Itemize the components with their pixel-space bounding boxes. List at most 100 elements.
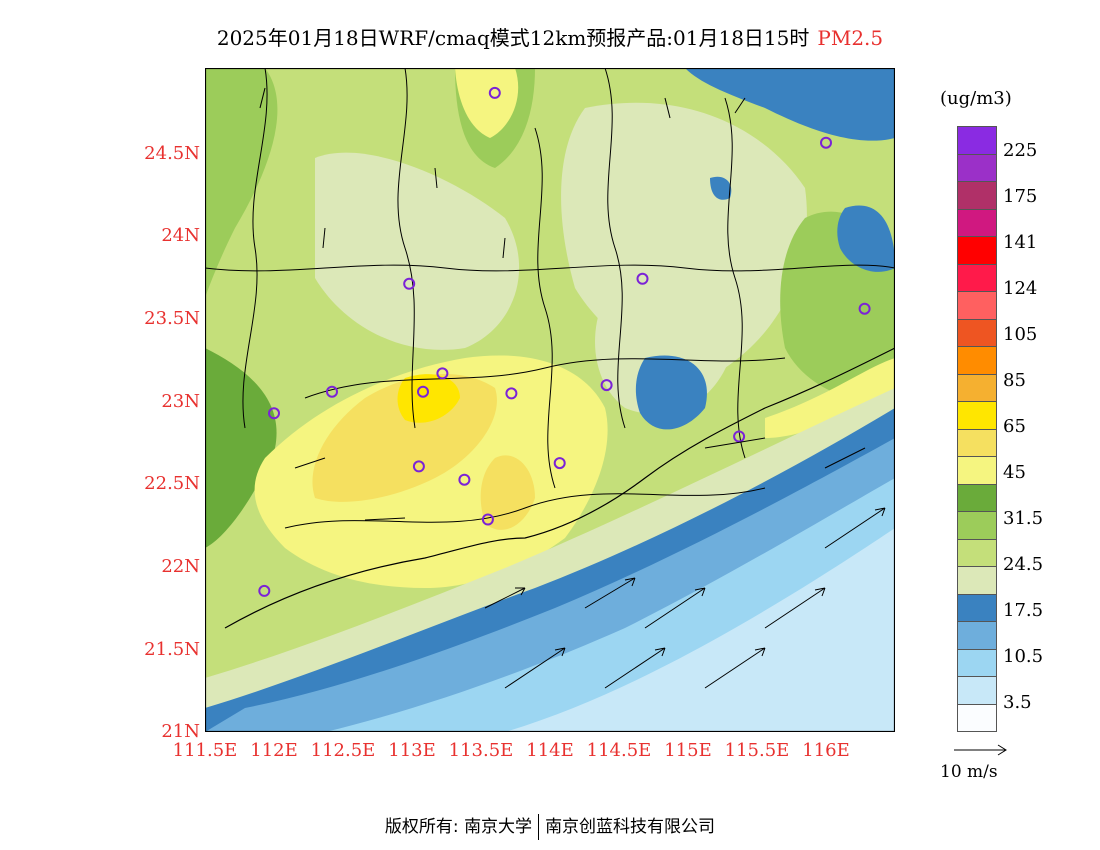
legend-label: 31.5 [1003, 508, 1044, 529]
legend-swatch [957, 566, 997, 595]
wind-vectors [259, 87, 886, 689]
legend-swatch [957, 648, 997, 677]
wind-arrow [644, 587, 706, 629]
monitoring-station-marker [600, 379, 613, 392]
latitude-axis: 24.5N 24N 23.5N 23N 22.5N 22N 21.5N 21N [100, 68, 200, 742]
monitoring-station-marker [436, 367, 449, 380]
wind-arrow [764, 587, 826, 629]
wind-arrow [604, 647, 666, 689]
legend-swatch [957, 318, 997, 347]
forecast-map [205, 68, 895, 732]
legend-label: 10.5 [1003, 646, 1044, 667]
monitoring-station-marker [458, 473, 471, 486]
footer-separator [538, 814, 540, 840]
legend-swatch [957, 153, 997, 182]
legend-label: 24.5 [1003, 554, 1044, 575]
legend-swatch [957, 263, 997, 292]
lat-tick-label: 23.5N [144, 308, 200, 329]
coastline [224, 347, 895, 629]
lat-tick-label: 21N [161, 721, 200, 742]
legend-label: 45 [1003, 462, 1026, 483]
wind-arrow [364, 517, 406, 521]
copyright-org1: 南京大学 [464, 817, 533, 837]
clean-patch-east [837, 205, 895, 272]
lat-tick-label: 24N [161, 225, 200, 246]
wind-arrow [504, 647, 566, 689]
low-pm-zone-north [315, 152, 520, 350]
peak-pm-south [480, 455, 535, 530]
admin-boundaries [205, 68, 895, 529]
map-border [205, 68, 895, 732]
legend-swatch [957, 621, 997, 650]
monitoring-station-marker [858, 302, 871, 315]
monitoring-station-marker [553, 457, 566, 470]
lon-tick-label: 114E [526, 740, 574, 761]
map-title: 2025年01月18日WRF/cmaq模式12km预报产品:01月18日15时 P… [0, 22, 1100, 51]
clean-patch-huizhou [635, 355, 707, 430]
lat-tick-label: 24.5N [144, 143, 200, 164]
lon-tick-label: 116E [802, 740, 850, 761]
monitoring-station-marker [505, 387, 518, 400]
lon-tick-label: 113.5E [448, 740, 514, 761]
monitoring-station-marker [403, 277, 416, 290]
legend-swatch [957, 483, 997, 512]
wind-arrow [259, 87, 266, 109]
clean-patch-small [710, 176, 732, 200]
monitoring-station-marker [481, 513, 494, 526]
copyright-prefix: 版权所有: [384, 817, 459, 837]
moderate-zone-west [205, 68, 278, 298]
monitoring-station-marker [733, 430, 746, 443]
monitoring-station-marker [268, 407, 280, 420]
legend-swatch [957, 538, 997, 567]
wind-arrow [434, 167, 438, 189]
legend-swatch [957, 593, 997, 622]
legend-label: 105 [1003, 324, 1038, 345]
legend-swatch [957, 511, 997, 540]
legend-label: 141 [1003, 232, 1038, 253]
wind-arrow [824, 447, 866, 469]
high-pm-patch-north [455, 68, 519, 138]
clean-zone-northeast [685, 68, 895, 141]
moderate-zone-southwest [205, 348, 277, 548]
monitoring-station-marker [417, 385, 429, 398]
wind-arrow [584, 577, 636, 609]
legend-swatch [957, 208, 997, 237]
high-pm-east-coast [765, 358, 895, 438]
legend-label: 175 [1003, 186, 1038, 207]
legend-swatch [957, 346, 997, 375]
monitoring-station-marker [820, 136, 832, 149]
legend-swatch [957, 428, 997, 457]
monitoring-station-marker [258, 584, 271, 597]
legend-swatch [957, 291, 997, 320]
legend-swatch [957, 126, 997, 155]
legend-label: 124 [1003, 278, 1038, 299]
legend-swatch [957, 373, 997, 402]
wind-arrow [734, 97, 746, 114]
wind-arrow [704, 647, 766, 689]
lon-tick-label: 115E [664, 740, 712, 761]
lat-tick-label: 23N [161, 391, 200, 412]
copyright-footer: 版权所有: 南京大学 南京创蓝科技有限公司 [0, 812, 1100, 840]
wind-arrow [294, 457, 326, 469]
pm25-field-map [205, 68, 895, 732]
sea-band-cleanest [505, 528, 895, 732]
wind-arrow [322, 227, 326, 249]
legend-label: 17.5 [1003, 600, 1044, 621]
legend-swatch [957, 236, 997, 265]
monitoring-station-marker [326, 385, 338, 398]
lat-tick-label: 21.5N [144, 639, 200, 660]
monitoring-station-marker [488, 86, 501, 99]
wind-arrow [502, 237, 506, 259]
legend-unit: (ug/m3) [940, 88, 1012, 109]
wind-arrow [484, 587, 526, 609]
legend-swatch [957, 676, 997, 705]
lon-tick-label: 115.5E [724, 740, 790, 761]
legend-swatch [957, 703, 997, 732]
lat-tick-label: 22N [161, 556, 200, 577]
lon-tick-label: 112.5E [310, 740, 376, 761]
monitoring-station-marker [636, 272, 649, 285]
title-text: 2025年01月18日WRF/cmaq模式12km预报产品:01月18日15时 [216, 26, 810, 50]
legend-swatch [957, 401, 997, 430]
lon-tick-label: 111.5E [172, 740, 238, 761]
legend-swatch [957, 456, 997, 485]
